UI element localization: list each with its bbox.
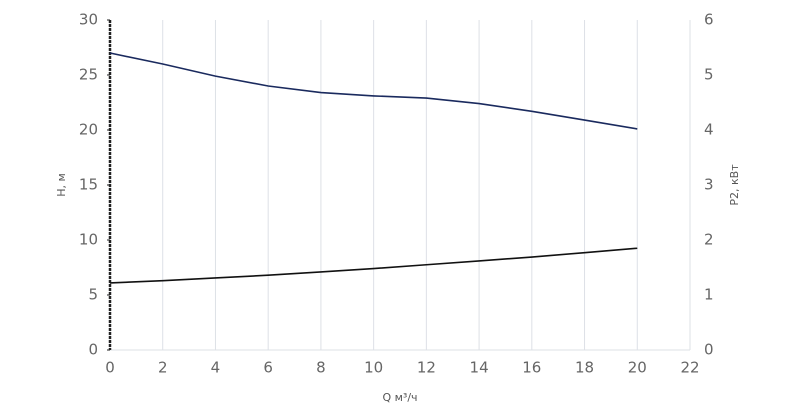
series-line (109, 247, 638, 284)
x-tick-label: 8 (316, 359, 326, 377)
x-tick-label: 22 (680, 359, 699, 377)
x-tick-label: 10 (364, 359, 383, 377)
x-tick-label: 4 (211, 359, 221, 377)
x-tick-label: 6 (263, 359, 273, 377)
x-axis-label: Q м³/ч (382, 391, 417, 404)
y-tick-label: 30 (79, 11, 98, 29)
x-tick-label: 20 (628, 359, 647, 377)
y-tick-label: 20 (79, 121, 98, 139)
y-axis-label: H, м (55, 173, 68, 197)
y2-axis-label: P2, кВт (728, 164, 741, 206)
y2-tick-label: 5 (704, 66, 714, 84)
x-tick-label: 0 (105, 359, 115, 377)
y-tick-label: 15 (79, 176, 98, 194)
y2-tick-label: 4 (704, 121, 714, 139)
x-tick-label: 14 (470, 359, 489, 377)
y2-tick-label: 0 (704, 341, 714, 359)
x-tick-label: 2 (158, 359, 168, 377)
y-tick-label: 5 (88, 286, 98, 304)
x-tick-label: 18 (575, 359, 594, 377)
y2-tick-label: 1 (704, 286, 714, 304)
y-tick-label: 10 (79, 231, 98, 249)
y-tick-label: 0 (88, 341, 98, 359)
series-line (109, 52, 638, 130)
y-tick-label: 25 (79, 66, 98, 84)
y2-tick-label: 6 (704, 11, 714, 29)
y2-tick-label: 3 (704, 176, 714, 194)
x-tick-label: 12 (417, 359, 436, 377)
x-tick-label: 16 (522, 359, 541, 377)
y2-tick-label: 2 (704, 231, 714, 249)
